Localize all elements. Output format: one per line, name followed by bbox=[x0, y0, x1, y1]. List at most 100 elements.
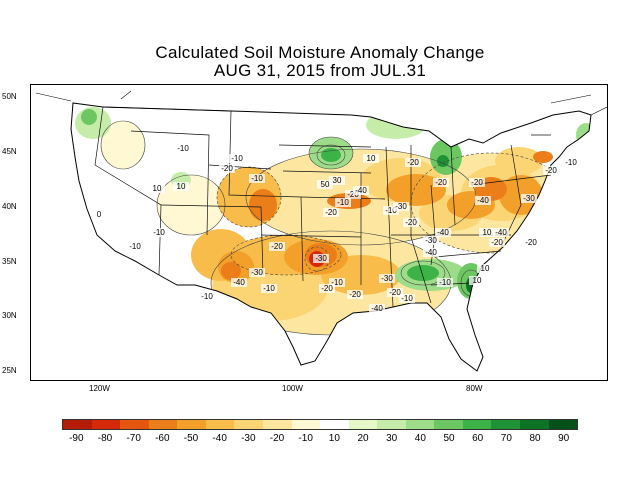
legend-label: -40 bbox=[212, 433, 227, 444]
contour-label-bg bbox=[173, 182, 189, 191]
color-legend bbox=[62, 419, 578, 430]
contour-label: -40 bbox=[477, 196, 489, 205]
contour-label: -20 bbox=[545, 166, 557, 175]
legend-label: -50 bbox=[183, 433, 199, 444]
legend-swatch bbox=[491, 420, 520, 429]
legend-label: -30 bbox=[241, 433, 256, 444]
contour-label-bg bbox=[323, 208, 339, 217]
lat-label-25n: 25N bbox=[2, 366, 17, 375]
contour-label: -10 bbox=[337, 198, 349, 207]
contour-label-bg bbox=[369, 304, 385, 313]
legend-swatch bbox=[234, 420, 263, 429]
contour-label: 10 bbox=[483, 228, 492, 237]
contour-label: 30 bbox=[333, 176, 342, 185]
soil-moisture-map: -10-10-20-101010-100-10-10-203010-1050-2… bbox=[30, 84, 608, 381]
contour-label-bg bbox=[353, 186, 369, 195]
contour-label: -20 bbox=[407, 158, 419, 167]
contour-label: -10 bbox=[439, 278, 451, 287]
contour-label-bg bbox=[319, 284, 335, 293]
map-title: Calculated Soil Moisture Anomaly Change bbox=[155, 43, 485, 62]
legend-swatch bbox=[120, 420, 149, 429]
lat-label-50n: 50N bbox=[2, 92, 17, 101]
legend-swatch bbox=[377, 420, 406, 429]
contour-label: -10 bbox=[565, 158, 577, 167]
contour-label-bg bbox=[383, 206, 399, 215]
contour-label: 0 bbox=[97, 210, 102, 219]
lon-label-80w: 80W bbox=[466, 384, 483, 393]
lon-label-100w: 100W bbox=[282, 384, 303, 393]
legend-swatch bbox=[291, 420, 321, 429]
legend-swatch bbox=[348, 420, 378, 429]
contour-label: -20 bbox=[271, 242, 283, 251]
legend-label: 40 bbox=[414, 433, 426, 444]
legend-label: 90 bbox=[558, 433, 570, 444]
contour-label: -10 bbox=[231, 154, 243, 163]
contour-label-bg bbox=[249, 268, 265, 277]
contour-label-bg bbox=[379, 274, 395, 283]
legend-label: 30 bbox=[386, 433, 398, 444]
legend-swatch bbox=[91, 420, 121, 429]
contour-label-bg bbox=[249, 174, 265, 183]
legend-label: 60 bbox=[472, 433, 484, 444]
contour-label-bg bbox=[347, 290, 363, 299]
contour-label-bg bbox=[199, 292, 215, 301]
contour-label-bg bbox=[543, 166, 559, 175]
legend-swatch bbox=[177, 420, 206, 429]
lon-label-120w: 120W bbox=[89, 384, 110, 393]
legend-swatch bbox=[548, 420, 578, 429]
legend-swatch bbox=[520, 420, 549, 429]
contour-label-bg bbox=[363, 154, 379, 163]
contour-label-bg bbox=[393, 202, 409, 211]
legend-label: 80 bbox=[529, 433, 541, 444]
contour-label-bg bbox=[521, 194, 537, 203]
legend-label: -20 bbox=[269, 433, 285, 444]
contour-label: 10 bbox=[473, 276, 482, 285]
anomaly-fill bbox=[71, 103, 591, 371]
contour-label-bg bbox=[399, 294, 415, 303]
contour-label: 10 bbox=[177, 182, 186, 191]
legend-swatch bbox=[320, 420, 349, 429]
contour-label: -20 bbox=[389, 288, 401, 297]
contour-label-bg bbox=[469, 276, 485, 285]
contour-label: 10 bbox=[367, 154, 376, 163]
contour-label: -20 bbox=[325, 208, 337, 217]
contour-label: -10 bbox=[129, 242, 141, 251]
legend-label: -70 bbox=[126, 433, 141, 444]
contour-label-bg bbox=[479, 228, 495, 237]
contour-label: -40 bbox=[371, 304, 383, 313]
lat-label-30n: 30N bbox=[2, 311, 17, 320]
contour-label: -10 bbox=[153, 228, 165, 237]
contour-label: -10 bbox=[331, 278, 343, 287]
legend-swatch bbox=[205, 420, 235, 429]
contour-label-bg bbox=[317, 180, 333, 189]
legend-label: 10 bbox=[328, 433, 340, 444]
contour-label-bg bbox=[405, 158, 421, 167]
contour-label-bg bbox=[231, 278, 247, 287]
contour-label-bg bbox=[475, 196, 491, 205]
contour-label: -20 bbox=[435, 178, 447, 187]
contour-label: -30 bbox=[381, 274, 393, 283]
contour-label-bg bbox=[403, 218, 419, 227]
contour-label: -10 bbox=[401, 294, 413, 303]
contour-label-bg bbox=[563, 158, 579, 167]
contour-label-bg bbox=[91, 210, 107, 219]
legend-label: 50 bbox=[443, 433, 455, 444]
contour-label: -40 bbox=[437, 228, 449, 237]
contour-label: -10 bbox=[385, 206, 397, 215]
contour-label-bg bbox=[261, 284, 277, 293]
legend-label: 70 bbox=[500, 433, 512, 444]
contour-label-bg bbox=[313, 254, 329, 263]
contour-label: -40 bbox=[233, 278, 245, 287]
contour-label-bg bbox=[489, 238, 505, 247]
contour-label-bg bbox=[423, 236, 439, 245]
map-canvas: -10-10-20-101010-100-10-10-203010-1050-2… bbox=[35, 90, 607, 372]
contour-label: -10 bbox=[263, 284, 275, 293]
contour-label-bg bbox=[127, 242, 143, 251]
contour-label-bg bbox=[335, 198, 351, 207]
contour-label-bg bbox=[423, 248, 439, 257]
us-outline bbox=[70, 102, 592, 372]
lat-label-40n: 40N bbox=[2, 202, 17, 211]
legend-swatch bbox=[462, 420, 492, 429]
lat-label-45n: 45N bbox=[2, 147, 17, 156]
contour-label: -30 bbox=[315, 254, 327, 263]
